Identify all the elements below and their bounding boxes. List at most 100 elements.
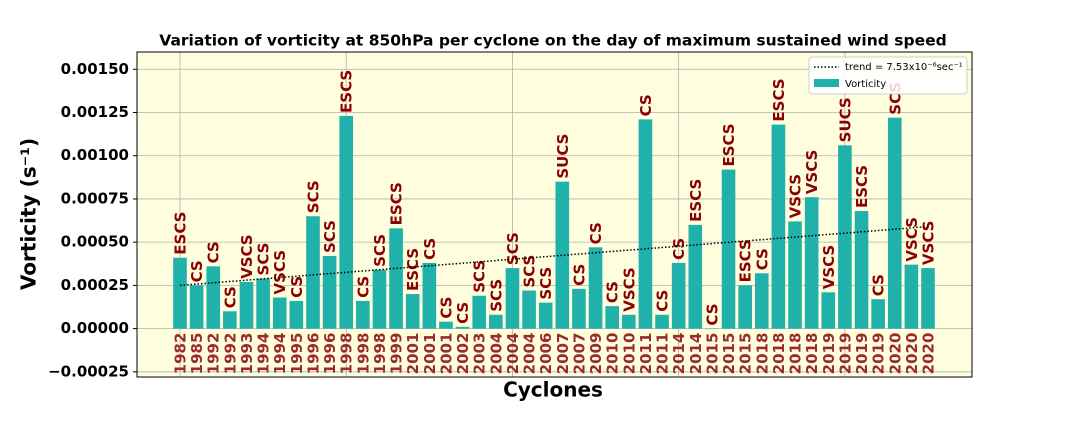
bar-label: CS [188,260,206,282]
bar [272,297,287,329]
bar [289,300,304,329]
bar-label: SCS [504,232,522,265]
x-tick-label: 1996 [304,333,322,375]
bar [256,278,270,329]
x-tick-label: 2004 [504,333,522,375]
x-tick-label: 2018 [803,333,821,375]
bar [804,197,819,329]
bar-label: ESCS [172,212,190,255]
bar-label: ESCS [687,179,705,222]
bar-label: SCS [471,260,489,293]
x-tick-label: 2004 [521,333,539,375]
bar [522,290,536,329]
bar [754,273,769,329]
bar-label: CS [354,276,372,298]
x-tick-label: 2007 [570,333,588,375]
bar [572,288,586,329]
bar-label: SCS [255,243,273,276]
bar [189,285,204,329]
bar-label: VSCS [903,217,921,262]
bar-label: SCS [487,279,505,312]
x-tick-label: 2019 [853,333,871,375]
x-tick-label: 2015 [737,333,755,375]
x-tick-label: 2011 [637,333,655,375]
legend: trend = 7.53x10⁻⁶sec⁻¹ Vorticity [808,56,968,95]
bar [173,257,187,329]
bar [854,211,869,329]
bar [322,255,337,329]
x-tick-label: 1998 [371,333,389,375]
y-tick-label: 0.00075 [61,189,129,207]
x-tick-label: 1994 [271,333,289,375]
legend-label: trend = 7.53x10⁻⁶sec⁻¹ [845,62,963,73]
x-tick-label: 2020 [886,333,904,375]
bar-label: SUCS [836,97,854,142]
x-tick-label: 1999 [388,333,406,375]
bar-label: CS [604,281,622,303]
bar-label: ESCS [338,70,356,113]
y-tick-label: 0.00050 [61,233,129,251]
bar [306,216,320,329]
y-tick-label: 0.00125 [61,103,129,121]
bar [389,228,403,329]
bar-label: ESCS [770,78,788,121]
bar-label: VSCS [238,234,256,279]
chart-title: Variation of vorticity at 850hPa per cyc… [159,32,946,50]
bar [788,221,802,329]
bar [638,119,653,329]
bar-label: ESCS [853,165,871,208]
bar [887,117,902,329]
x-tick-label: 1985 [188,333,206,375]
bar [588,247,603,329]
x-tick-label: 2014 [687,333,705,375]
axes-frame [136,51,973,378]
y-tick-label: −0.00025 [48,362,129,380]
x-tick-label: 2019 [836,333,854,375]
x-tick-label: 2018 [787,333,805,375]
bar-label: CS [670,238,688,260]
x-tick-label: 2001 [404,333,422,375]
bar-label: ESCS [404,248,422,291]
bar [223,311,237,329]
bar-label: CS [454,302,472,324]
x-tick-label: 2001 [437,333,455,375]
bar-label: SCS [321,220,339,253]
y-tick-label: 0.00000 [61,319,129,337]
bar-label: ESCS [720,123,738,166]
x-tick-label: 2019 [820,333,838,375]
x-tick-label: 2007 [554,333,572,375]
x-tick-label: 1998 [338,333,356,375]
x-tick-label: 1982 [172,333,190,375]
bar-label: SUCS [554,134,572,179]
bar [738,285,752,329]
x-tick-label: 2002 [454,333,472,375]
bar-label: CS [703,304,721,326]
bar [904,264,919,329]
x-tick-label: 2003 [471,333,489,375]
bar [871,299,885,329]
x-tick-label: 2010 [604,333,622,375]
x-tick-label: 1996 [321,333,339,375]
bar [505,268,520,329]
x-axis-label: Cyclones [503,378,603,402]
bar-label: CS [637,94,655,116]
bar [372,269,387,329]
bar [206,266,221,329]
x-tick-label: 2004 [487,333,505,375]
x-tick-label: 1998 [354,333,372,375]
bar [688,224,703,329]
bar-label: CS [205,241,223,263]
x-tick-label: 1992 [205,333,223,375]
x-tick-label: 2020 [903,333,921,375]
bar [655,314,669,329]
bar [356,300,370,329]
bar [605,306,619,329]
bar [555,181,570,329]
bar-label: ESCS [737,239,755,282]
bar-label: VSCS [787,174,805,219]
x-tick-label: 1993 [238,333,256,375]
bar [422,262,437,329]
x-tick-label: 2014 [670,333,688,375]
x-tick-label: 1992 [221,333,239,375]
legend-bar-swatch [814,79,839,87]
